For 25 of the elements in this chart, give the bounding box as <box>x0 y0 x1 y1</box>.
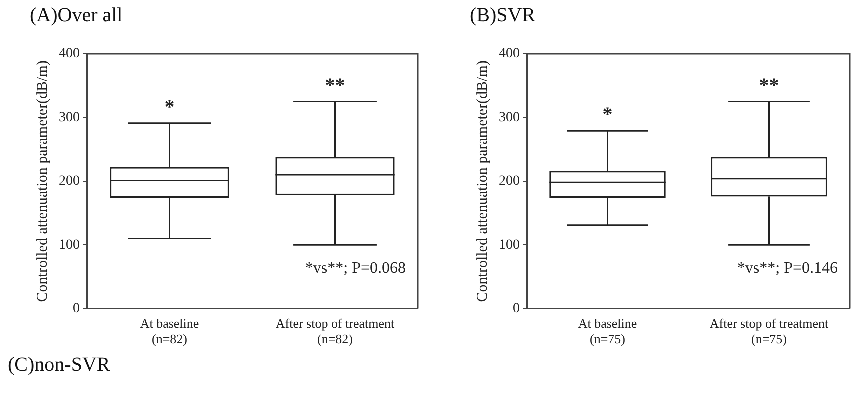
y-tick-label: 300 <box>59 110 80 126</box>
y-tick-label: 400 <box>499 46 520 62</box>
annotation: * <box>164 96 175 119</box>
annotation: ** <box>325 74 346 97</box>
x-tick-label: At baseline (n=75) <box>578 316 638 347</box>
y-tick-label: 400 <box>59 46 80 62</box>
y-axis-title: Controlled attenuation parameter(dB/m) <box>34 60 51 302</box>
annotation: * <box>602 104 613 126</box>
annotation: *vs**; P=0.068 <box>305 260 406 278</box>
chart-title: (B)SVR <box>470 4 536 26</box>
y-axis-title: Controlled attenuation parameter(dB/m) <box>474 60 491 302</box>
annotation: *vs**; P=0.146 <box>737 260 838 278</box>
x-tick-label: At baseline (n=82) <box>140 316 200 347</box>
y-tick-label: 100 <box>59 238 80 253</box>
annotation: ** <box>759 74 780 97</box>
y-tick-label: 0 <box>513 301 520 316</box>
x-tick-label: After stop of treatment (n=75) <box>710 316 830 347</box>
y-tick-label: 200 <box>499 174 520 190</box>
text: (C)non-SVR <box>8 354 110 377</box>
y-tick-label: 200 <box>59 174 80 190</box>
chart-title: (A)Over all <box>30 4 124 26</box>
y-tick-label: 300 <box>499 110 520 126</box>
x-tick-label: After stop of treatment (n=82) <box>276 316 396 347</box>
y-tick-label: 100 <box>499 238 520 253</box>
y-tick-label: 0 <box>73 301 80 316</box>
